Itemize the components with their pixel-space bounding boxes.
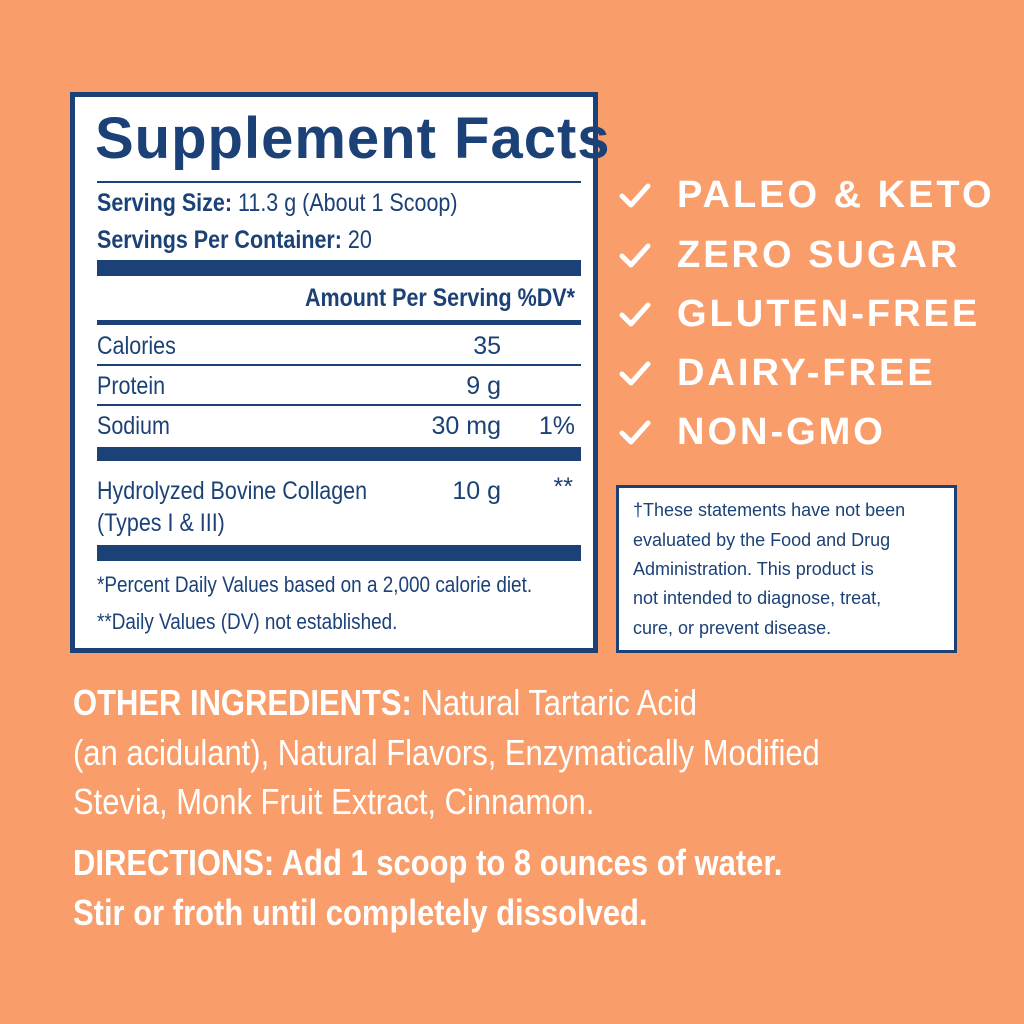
ingredients-line3: Stevia, Monk Fruit Extract, Cinnamon. xyxy=(73,781,595,822)
amount-per-serving-label: Amount Per Serving xyxy=(304,284,512,312)
disclaimer-line: evaluated by the Food and Drug xyxy=(633,530,891,550)
row-amount: 35 xyxy=(473,332,501,360)
claim-paleo-keto: PALEO & KETO xyxy=(677,174,995,216)
collagen-name-line2: (Types I & III) xyxy=(97,509,225,537)
row-amount: 9 g xyxy=(466,372,501,400)
serving-size-label: Serving Size: xyxy=(97,189,233,217)
amount-header: Amount Per Serving %DV* xyxy=(305,284,575,313)
divider xyxy=(97,404,581,406)
disclaimer-line: Administration. This product is xyxy=(633,559,874,579)
divider xyxy=(97,320,581,325)
check-icon xyxy=(619,361,651,386)
directions-line1: DIRECTIONS: Add 1 scoop to 8 ounces of w… xyxy=(73,842,783,883)
other-ingredients-label: OTHER INGREDIENTS: xyxy=(73,682,412,723)
check-icon xyxy=(619,183,651,208)
directions-line2: Stir or froth until completely dissolved… xyxy=(73,892,648,933)
thick-divider xyxy=(97,545,581,561)
collagen-name: Hydrolyzed Bovine Collagen xyxy=(97,477,368,505)
dv-header: %DV* xyxy=(517,284,575,312)
collagen-dv: ** xyxy=(553,473,573,501)
facts-title: Supplement Facts xyxy=(95,106,611,171)
thick-divider xyxy=(97,447,581,461)
row-dv: 1% xyxy=(538,412,575,440)
supplement-facts-panel: Supplement Facts Serving Size: 11.3 g (A… xyxy=(70,92,610,653)
claim-gluten-free: GLUTEN-FREE xyxy=(677,293,981,335)
servings-per-container: Servings Per Container: 20 xyxy=(97,226,372,255)
collagen-amount: 10 g xyxy=(452,477,501,505)
disclaimer-line: not intended to diagnose, treat, xyxy=(633,588,882,608)
servings-value: 20 xyxy=(347,226,372,254)
ingredients-text: Natural Tartaric Acid xyxy=(420,682,697,723)
claim-zero-sugar: ZERO SUGAR xyxy=(677,234,961,276)
check-icon xyxy=(619,302,651,327)
other-ingredients-line1: OTHER INGREDIENTS: Natural Tartaric Acid xyxy=(73,682,697,724)
serving-size-value: 11.3 g (About 1 Scoop) xyxy=(237,189,458,217)
fda-disclaimer-box: †These statements have not been evaluate… xyxy=(616,485,957,653)
claim-non-gmo: NON-GMO xyxy=(677,411,886,453)
check-icon xyxy=(619,243,651,268)
footnote-not-established: **Daily Values (DV) not established. xyxy=(97,609,398,634)
divider xyxy=(97,181,581,183)
footnote-dv: *Percent Daily Values based on a 2,000 c… xyxy=(97,572,533,597)
row-amount: 30 mg xyxy=(431,412,501,440)
divider xyxy=(97,364,581,366)
check-icon xyxy=(619,420,651,445)
ingredients-line2: (an acidulant), Natural Flavors, Enzymat… xyxy=(73,732,820,773)
thick-divider xyxy=(97,260,581,276)
row-name: Sodium xyxy=(97,412,170,440)
claim-dairy-free: DAIRY-FREE xyxy=(677,352,936,394)
serving-size: Serving Size: 11.3 g (About 1 Scoop) xyxy=(97,189,458,218)
row-name: Calories xyxy=(97,332,176,360)
row-name: Protein xyxy=(97,372,166,400)
disclaimer-line: cure, or prevent disease. xyxy=(633,618,832,638)
disclaimer-line: †These statements have not been xyxy=(633,500,906,520)
servings-label: Servings Per Container: xyxy=(97,226,342,254)
